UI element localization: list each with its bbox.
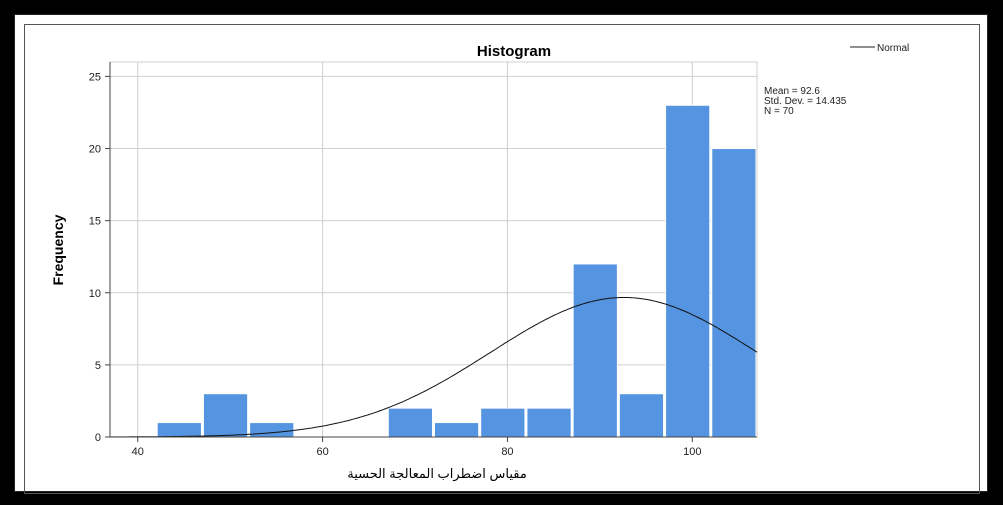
x-tick-label: 80: [501, 446, 513, 458]
normal-curve-line: [110, 297, 758, 438]
histogram-bar: [665, 104, 711, 438]
histogram-bar: [618, 393, 665, 438]
stat-n: N = 70: [764, 106, 794, 117]
histogram-bar: [387, 407, 433, 438]
bars-group: [156, 104, 757, 438]
grid-lines: [109, 61, 758, 438]
legend: Normal: [850, 43, 909, 54]
y-tick-label: 5: [95, 360, 101, 372]
histogram-bar: [480, 407, 526, 438]
plot-area-border: [109, 61, 758, 438]
y-tick-label: 15: [89, 216, 101, 228]
x-tick-label: 40: [132, 446, 144, 458]
axes-group: 0 5 10 15 20 25 40 60 80 100: [89, 62, 757, 458]
stats-box: Mean = 92.6 Std. Dev. = 14.435 N = 70: [764, 86, 847, 117]
y-tick-label: 25: [89, 71, 101, 83]
y-tick-label: 0: [95, 432, 101, 444]
histogram-bar: [156, 422, 202, 438]
stat-std-dev: Std. Dev. = 14.435: [764, 96, 847, 107]
histogram-bar: [711, 148, 757, 438]
histogram-bar: [434, 422, 480, 438]
histogram-bar: [572, 263, 618, 438]
x-axis-label: مقياس اضطراب المعالجة الحسية: [347, 466, 527, 482]
y-axis-label: Frequency: [50, 214, 66, 285]
x-tick-label: 100: [683, 446, 701, 458]
histogram-bar: [249, 422, 295, 438]
normal-curve-group: [110, 297, 758, 438]
histogram-bar: [202, 393, 249, 438]
y-tick-label: 20: [89, 144, 101, 156]
y-tick-label: 10: [89, 288, 101, 300]
chart-title: Histogram: [477, 43, 551, 60]
legend-label-normal: Normal: [877, 43, 909, 54]
histogram-bar: [526, 407, 572, 438]
stat-mean: Mean = 92.6: [764, 86, 820, 97]
x-tick-label: 60: [316, 446, 328, 458]
